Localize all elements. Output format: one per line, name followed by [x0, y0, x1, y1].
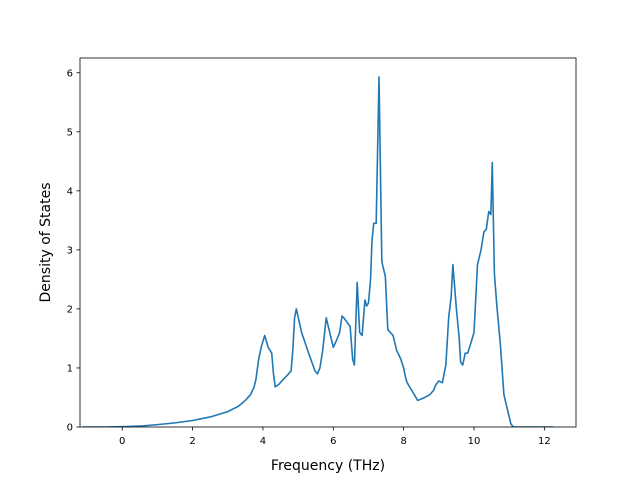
- x-tick-label: 10: [468, 436, 481, 447]
- x-tick-label: 4: [260, 436, 266, 447]
- x-tick-label: 12: [538, 436, 551, 447]
- x-tick-label: 0: [119, 436, 125, 447]
- x-tick-label: 6: [330, 436, 336, 447]
- y-tick-label: 5: [67, 127, 73, 138]
- y-tick-label: 4: [67, 186, 73, 197]
- x-tick-label: 2: [189, 436, 195, 447]
- y-tick-label: 6: [67, 68, 73, 79]
- dos-series-line: [82, 76, 554, 427]
- y-tick-label: 3: [67, 245, 73, 256]
- axes-frame: [79, 57, 577, 428]
- y-axis-label: Density of States: [38, 183, 54, 303]
- x-tick-label: 8: [400, 436, 406, 447]
- y-tick-label: 1: [67, 363, 73, 374]
- plot-layer: [82, 76, 554, 427]
- x-axis-label: Frequency (THz): [271, 458, 385, 474]
- y-tick-label: 2: [67, 304, 73, 315]
- y-tick-label: 0: [67, 423, 73, 434]
